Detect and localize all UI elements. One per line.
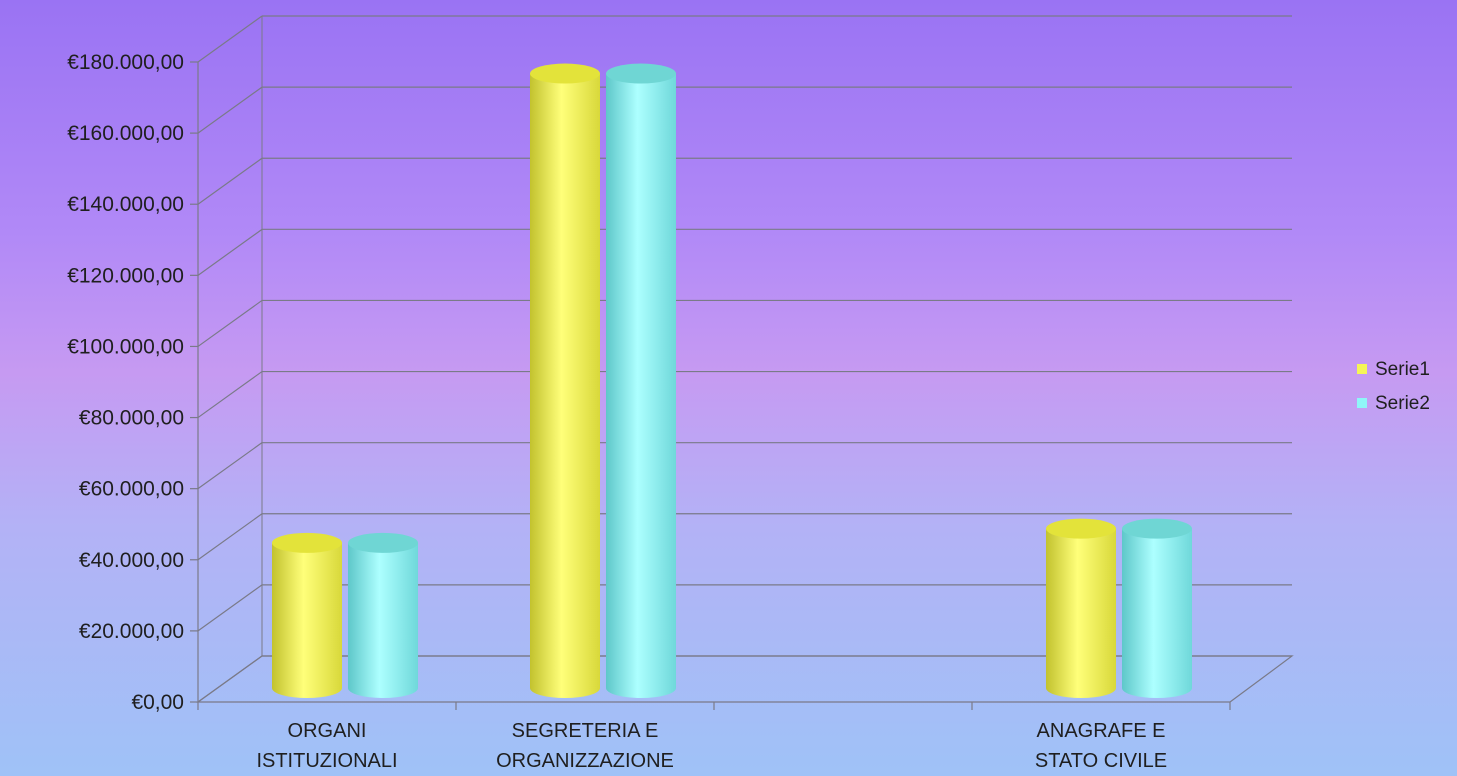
y-tick-label: €80.000,00 [79,407,184,430]
y-tick-label: €20.000,00 [79,620,184,643]
bar-top [272,532,342,553]
gridline-diagonal [197,157,263,205]
bar-body [1122,528,1192,698]
y-tick-label: €100.000,00 [67,335,184,358]
x-category-label: ORGANIZZAZIONE [496,750,674,772]
bar-body [348,542,418,698]
bar-serie2-1 [606,63,676,699]
gridline-diagonal [197,442,263,490]
y-tick-label: €160.000,00 [67,122,184,145]
y-tick-label: €60.000,00 [79,478,184,501]
bar-body [530,73,600,698]
gridline-diagonal [197,513,263,561]
gridline-diagonal [197,86,263,134]
gridline-diagonal [197,299,263,347]
bar-serie1-1 [530,63,600,698]
x-category-label: STATO CIVILE [1035,750,1167,772]
bar-serie1-3 [1046,518,1116,698]
bar-top [1122,518,1192,539]
x-category-label: ORGANI [288,720,367,742]
bar-body [1046,528,1116,698]
x-category-label: SEGRETERIA E [512,720,659,742]
bar-top [348,532,418,553]
gridline-diagonal [197,228,263,276]
x-category-label: ANAGRAFE E [1037,720,1166,742]
x-category-label: ISTITUZIONALI [256,750,397,772]
gridline-diagonal [197,584,263,632]
bar-top [530,63,600,84]
y-tick-label: €0,00 [131,691,184,714]
bar-body [606,73,676,699]
y-tick-label: €40.000,00 [79,549,184,572]
legend-swatch [1357,364,1367,374]
bar-top [1046,518,1116,539]
gridline-diagonal [197,15,263,63]
legend-swatch [1357,398,1367,408]
bar-serie2-3 [1122,518,1192,698]
y-tick-label: €140.000,00 [67,193,184,216]
bar-serie2-0 [348,532,418,698]
bar-top [606,63,676,84]
bar-serie1-0 [272,532,342,698]
y-tick-label: €180.000,00 [67,51,184,74]
bar-body [272,542,342,698]
legend-label: Serie2 [1375,393,1430,414]
chart-floor [196,655,1294,703]
y-tick-label: €120.000,00 [67,264,184,287]
gridline-diagonal [197,371,263,419]
legend-label: Serie1 [1375,359,1430,380]
